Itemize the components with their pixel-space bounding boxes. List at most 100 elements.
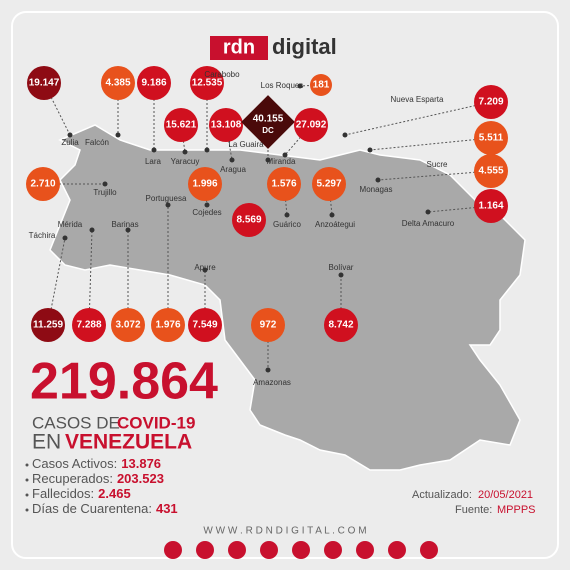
social-icon[interactable] [324, 541, 342, 559]
count-badge [137, 66, 171, 100]
social-icon[interactable] [260, 541, 278, 559]
leader-line [284, 124, 312, 156]
count: 7.209 [478, 97, 503, 108]
bullet [25, 493, 29, 497]
count: 8.569 [236, 215, 261, 226]
leader-dot [182, 149, 188, 155]
leader-dot [425, 209, 431, 215]
headline-text: EN [32, 431, 61, 454]
leader-line [299, 84, 322, 87]
count: 4.385 [105, 78, 130, 89]
count-badge [31, 308, 65, 342]
count-badge [241, 95, 295, 149]
count-badge [474, 189, 508, 223]
leader-line [47, 237, 66, 326]
count-badge [251, 308, 285, 342]
place-label: Los Roques [261, 81, 304, 90]
leader-line [344, 101, 492, 136]
leader-line [204, 183, 208, 206]
leader-dot [265, 367, 271, 373]
leader-dot [342, 132, 348, 138]
stat-value: 13.876 [121, 456, 161, 471]
count: 1.996 [192, 179, 217, 190]
count: 5.297 [316, 179, 341, 190]
count: 9.186 [141, 78, 166, 89]
count-badge [294, 108, 328, 142]
website: W W W . R D N D I G I T A L . C O M [203, 526, 366, 537]
count: 4.555 [478, 166, 503, 177]
count: 2.710 [30, 179, 55, 190]
social-icon[interactable] [388, 541, 406, 559]
count-badge [188, 308, 222, 342]
map [49, 124, 526, 471]
place-label: Apure [194, 263, 216, 272]
bullet [25, 508, 29, 512]
place-label: Aragua [220, 165, 246, 174]
place-label: Nueva Esparta [391, 95, 444, 104]
leader-dot [62, 235, 68, 241]
total: 219.864 [30, 353, 218, 411]
count-badge [474, 121, 508, 155]
social-icon[interactable] [228, 541, 246, 559]
frame [11, 11, 559, 559]
count: 15.621 [166, 120, 197, 131]
place-label: Zulia [61, 138, 79, 147]
place-label: Delta Amacuro [402, 219, 455, 228]
stat: Fallecidos: 2.465 [32, 486, 131, 501]
social-icon[interactable] [196, 541, 214, 559]
place-label: Amazonas [253, 378, 291, 387]
leader-dot [338, 272, 344, 278]
leader-dot [282, 152, 288, 158]
social-icon[interactable] [292, 541, 310, 559]
headline-text: COVID-19 [117, 413, 195, 432]
place-label: La Guaira [228, 140, 264, 149]
leader-dot [265, 157, 271, 163]
leader-dot [151, 147, 157, 153]
place-label: Lara [145, 157, 162, 166]
count-badge [474, 85, 508, 119]
leader-dot [125, 227, 131, 233]
headline-text: CASOS DE [32, 413, 120, 432]
stat-label: Días de Cuarentena: [32, 501, 152, 516]
leader-dot [67, 132, 73, 138]
place-label: Anzoátegui [315, 220, 355, 229]
place-label: Guárico [273, 220, 302, 229]
stat: Casos Activos: 13.876 [32, 456, 161, 471]
stat-label: Fallecidos: [32, 486, 94, 501]
stat: Días de Cuarentena: 431 [32, 501, 178, 516]
count-badge [324, 308, 358, 342]
social-icon[interactable] [420, 541, 438, 559]
count-badge [72, 308, 106, 342]
place-label: Trujillo [93, 188, 117, 197]
count-badge [474, 154, 508, 188]
leader-dot [204, 202, 210, 208]
updated-label: Actualizado: [412, 489, 472, 501]
count: 181 [313, 80, 330, 91]
social-icon[interactable] [164, 541, 182, 559]
leader-dot [229, 157, 235, 163]
social-icon[interactable] [356, 541, 374, 559]
leader-dot [367, 147, 373, 153]
updated-value: 20/05/2021 [478, 489, 533, 501]
place-label: Monagas [360, 185, 393, 194]
count-badge [188, 167, 222, 201]
place-label: Falcón [85, 138, 109, 147]
count: 8.742 [328, 320, 353, 331]
logo-box [210, 36, 268, 60]
leader-dot [375, 177, 381, 183]
leader-dot [115, 132, 121, 138]
stat-value: 2.465 [98, 486, 131, 501]
count-badge [232, 203, 266, 237]
count-badge [111, 308, 145, 342]
count: 19.147 [29, 78, 60, 89]
count: 3.072 [115, 320, 140, 331]
leader-dot [165, 202, 171, 208]
count: 1.976 [155, 320, 180, 331]
logo: rdn digital [210, 34, 337, 60]
count: 7.549 [192, 320, 217, 331]
leader-dot [89, 227, 95, 233]
leader-dot [102, 181, 108, 187]
place-label: Sucre [427, 160, 448, 169]
count: 7.288 [76, 320, 101, 331]
count: 5.511 [479, 133, 504, 144]
